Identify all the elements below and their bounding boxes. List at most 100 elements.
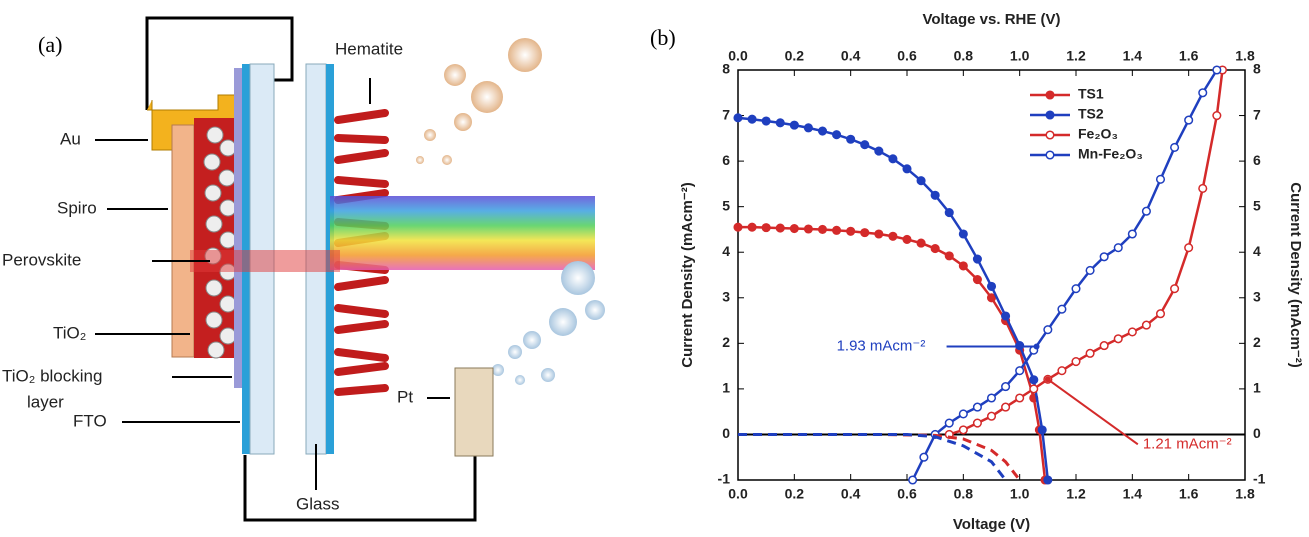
point	[1030, 376, 1038, 384]
series-line	[949, 70, 1222, 434]
label-fto: FTO	[73, 411, 107, 430]
point	[945, 419, 953, 427]
x2-axis-label: Voltage vs. RHE (V)	[922, 11, 1060, 28]
legend-label: TS2	[1078, 106, 1104, 122]
dark-curve	[738, 434, 1020, 480]
x2-tick-label: 0.8	[954, 48, 974, 64]
point	[805, 225, 813, 233]
spiro	[172, 125, 194, 357]
y-tick-label: 4	[722, 243, 730, 259]
point	[1213, 112, 1221, 120]
y-tick-label: 7	[722, 106, 730, 122]
point	[974, 403, 982, 411]
point	[909, 476, 917, 484]
annotation: 1.21 mAcm⁻²	[1143, 435, 1232, 452]
point	[734, 223, 742, 231]
point	[1157, 310, 1165, 318]
y-tick-label: 8	[722, 61, 730, 77]
point	[875, 147, 883, 155]
legend-label: Mn-Fe₂O₃	[1078, 146, 1143, 162]
point	[748, 223, 756, 231]
point	[861, 229, 869, 237]
point	[917, 239, 925, 247]
point	[861, 141, 869, 149]
point	[1016, 367, 1024, 375]
point	[974, 419, 982, 427]
point	[1016, 394, 1024, 402]
y2-tick-label: 4	[1253, 243, 1261, 259]
point	[945, 252, 953, 260]
point	[1143, 207, 1151, 215]
point	[776, 224, 784, 232]
label-tio2: TiO₂	[53, 323, 86, 342]
point	[1185, 116, 1193, 124]
x2-tick-label: 0.2	[785, 48, 805, 64]
point	[762, 117, 770, 125]
x-tick-label: 1.8	[1235, 486, 1255, 502]
label-layer: layer	[27, 392, 64, 411]
figure: (a) Au Spiro Perovskite TiO₂ TiO₂ blocki…	[0, 0, 1309, 537]
label-hematite: Hematite	[335, 39, 403, 58]
point	[1058, 367, 1066, 375]
point	[917, 177, 925, 185]
y2-tick-label: -1	[1253, 471, 1266, 487]
point	[1171, 144, 1179, 152]
annotation-head	[1045, 376, 1051, 382]
point	[988, 412, 996, 420]
point	[847, 227, 855, 235]
y2-tick-label: 3	[1253, 288, 1261, 304]
point	[1044, 326, 1052, 334]
point	[1002, 403, 1010, 411]
point	[1002, 312, 1010, 320]
x2-tick-label: 0.6	[897, 48, 917, 64]
point	[762, 224, 770, 232]
x2-tick-label: 0.4	[841, 48, 861, 64]
point	[1038, 426, 1046, 434]
point	[988, 294, 996, 302]
series-line	[738, 118, 1048, 480]
wire	[245, 455, 475, 520]
point	[1058, 305, 1066, 313]
x2-tick-label: 1.2	[1066, 48, 1086, 64]
point	[819, 226, 827, 234]
y-tick-label: 0	[722, 425, 730, 441]
y2-tick-label: 7	[1253, 106, 1261, 122]
label-pt: Pt	[397, 387, 413, 406]
point	[931, 245, 939, 253]
point	[1157, 176, 1165, 184]
x-tick-label: 1.2	[1066, 486, 1086, 502]
pt-electrode	[455, 368, 493, 456]
y-tick-label: 3	[722, 288, 730, 304]
point	[1002, 383, 1010, 391]
point	[748, 115, 756, 123]
y2-tick-label: 5	[1253, 197, 1261, 213]
label-glass: Glass	[296, 494, 339, 513]
x2-tick-label: 1.0	[1010, 48, 1030, 64]
point	[1199, 89, 1207, 97]
x-tick-label: 0.2	[785, 486, 805, 502]
x-tick-label: 0.0	[728, 486, 748, 502]
point	[988, 394, 996, 402]
point	[1199, 185, 1207, 193]
point	[805, 124, 813, 132]
label-perovskite: Perovskite	[2, 250, 81, 269]
annotation: 1.93 mAcm⁻²	[837, 337, 926, 354]
x2-tick-label: 1.4	[1123, 48, 1143, 64]
point	[1072, 285, 1080, 293]
legend-label: TS1	[1078, 86, 1104, 102]
x2-tick-label: 1.8	[1235, 48, 1255, 64]
point	[791, 225, 799, 233]
y2-tick-label: 0	[1253, 425, 1261, 441]
y2-tick-label: 8	[1253, 61, 1261, 77]
point	[833, 227, 841, 235]
point	[1044, 476, 1052, 484]
label-au: Au	[60, 129, 81, 148]
point	[791, 121, 799, 129]
point	[889, 155, 897, 163]
panel-label: (b)	[650, 25, 676, 50]
point	[1086, 350, 1094, 358]
legend-label: Fe₂O₃	[1078, 126, 1118, 142]
point	[920, 453, 928, 461]
point	[960, 262, 968, 270]
